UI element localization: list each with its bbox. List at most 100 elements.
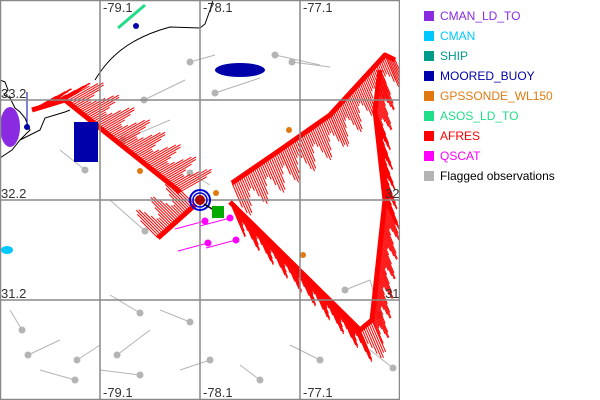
afres-wind-barb — [121, 136, 137, 146]
afres-wind-barb — [383, 206, 400, 241]
other-platforms-layer — [0, 3, 306, 258]
legend-item-flagged[interactable]: Flagged observations — [424, 166, 555, 186]
legend-item-gpssonde[interactable]: GPSSONDE_WL150 — [424, 86, 555, 106]
afres-wind-barb — [170, 205, 183, 217]
afres-wind-barb — [172, 200, 186, 214]
afres-wind-barb — [311, 127, 324, 153]
flagged-wind-barb — [76, 344, 101, 361]
afres-wind-barb — [140, 149, 160, 161]
flagged-station-dot — [71, 376, 79, 384]
afres-wind-barb — [261, 162, 269, 178]
afres-wind-barb — [359, 329, 371, 355]
afres-wind-barb — [109, 124, 129, 137]
afres-wind-barb — [270, 156, 286, 190]
afres-wind-barb — [373, 302, 390, 338]
storm-center — [189, 189, 224, 218]
flagged-station-dot — [288, 58, 296, 66]
flagged-wind-barb — [143, 79, 186, 101]
legend-item-cman-ld-to[interactable]: CMAN_LD_TO — [424, 6, 555, 26]
lat-label-right-1: 32 — [385, 186, 399, 201]
afres-wind-barb — [371, 317, 384, 344]
afres-wind-barb — [378, 76, 395, 111]
flagged-wind-barb — [27, 339, 61, 356]
legend-item-cman[interactable]: CMAN — [424, 26, 555, 46]
legend-swatch — [424, 71, 434, 81]
afres-wind-barb — [381, 225, 397, 260]
legend-item-asos-ld-to[interactable]: ASOS_LD_TO — [424, 106, 555, 126]
afres-wind-barb — [81, 95, 114, 115]
flagged-wind-barb — [9, 309, 23, 331]
afres-wind-barb — [100, 109, 135, 130]
legend-item-ship[interactable]: SHIP — [424, 46, 555, 66]
legend-swatch — [424, 171, 434, 181]
afres-wind-barb — [140, 220, 159, 239]
afres-wind-barb — [145, 144, 181, 165]
moored-buoy-cluster — [215, 63, 265, 77]
afres-wind-barb — [136, 148, 153, 159]
afres-wind-barb — [69, 84, 104, 105]
asos-ld-to-barb — [117, 3, 146, 30]
afres-wind-barb — [313, 126, 328, 158]
legend-swatch — [424, 31, 434, 41]
afres-wind-barb — [384, 201, 399, 234]
afres-wind-barb — [111, 122, 137, 138]
legend-item-moored-buoy[interactable]: MOORED_BUOY — [424, 66, 555, 86]
afres-wind-barb — [342, 100, 355, 126]
flagged-station-dot — [186, 169, 194, 177]
afres-wind-barb — [322, 119, 330, 136]
legend-label: ASOS_LD_TO — [440, 109, 519, 123]
afres-wind-barb — [242, 175, 251, 191]
afres-wind-barb — [290, 142, 298, 159]
gpssonde-dot — [300, 252, 306, 258]
afres-wind-barb — [172, 171, 200, 187]
afres-wind-barb — [155, 161, 175, 174]
afres-wind-barb — [309, 128, 319, 147]
gpssonde-dot — [137, 168, 143, 174]
legend-label: AFRES — [440, 129, 481, 143]
afres-wind-barb — [363, 77, 374, 99]
coastline — [0, 0, 214, 159]
afres-wind-barb — [379, 243, 396, 279]
afres-wind-barb — [264, 159, 277, 186]
flagged-wind-barb — [369, 349, 394, 369]
afres-wind-barb — [150, 196, 177, 223]
afres-wind-barb — [302, 133, 316, 162]
afres-wind-barb — [361, 328, 369, 345]
afres-wind-barb — [384, 204, 400, 240]
afres-wind-barb — [235, 180, 252, 216]
legend-item-afres[interactable]: AFRES — [424, 126, 555, 146]
afres-wind-barb — [336, 106, 347, 128]
afres-wind-barb — [366, 324, 382, 359]
afres-wind-barb — [138, 209, 164, 235]
flagged-station-dot — [316, 356, 324, 364]
afres-wind-barb — [141, 146, 168, 163]
afres-wind-barb — [375, 98, 389, 127]
afres-wind-barb — [124, 137, 144, 149]
afres-wind-barb — [329, 114, 341, 140]
moored-buoy-dot — [133, 23, 139, 29]
afres-wind-barb — [168, 194, 188, 213]
afres-wind-barb — [248, 171, 260, 197]
afres-wind-barb — [257, 165, 268, 187]
afres-wind-barb — [277, 151, 285, 166]
flagged-wind-barb — [344, 279, 371, 291]
afres-wind-barb — [377, 265, 393, 299]
afres-wind-barb — [386, 55, 400, 88]
lon-label-top-1: -79.1 — [103, 0, 133, 15]
afres-wind-barb — [304, 132, 315, 154]
afres-wind-barb — [390, 57, 400, 81]
afres-wind-barb — [78, 100, 97, 112]
afres-wind-barb — [128, 132, 161, 152]
afres-wind-barb — [325, 117, 335, 136]
afres-wind-barb — [354, 87, 364, 106]
legend-item-qscat[interactable]: QSCAT — [424, 146, 555, 166]
afres-wind-barb — [356, 85, 368, 111]
flagged-wind-barb — [59, 149, 86, 171]
flagged-station-dot — [18, 326, 26, 334]
afres-wind-barb — [383, 56, 395, 83]
afres-wind-barb — [160, 156, 197, 178]
afres-wind-barb — [151, 200, 175, 225]
afres-wind-barb — [388, 56, 400, 84]
legend-label: CMAN — [440, 29, 476, 43]
afres-wind-barb — [233, 181, 248, 214]
